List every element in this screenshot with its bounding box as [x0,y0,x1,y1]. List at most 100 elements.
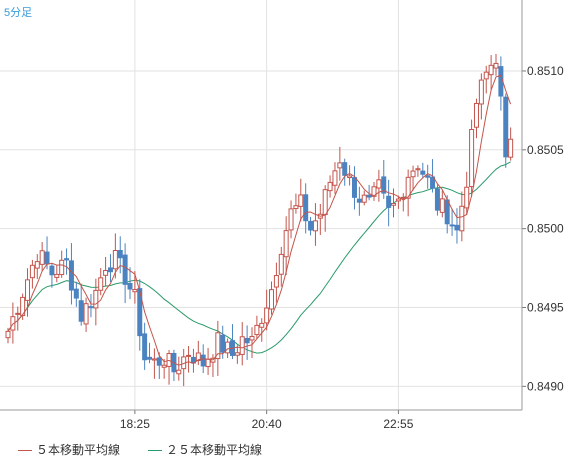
candle-body [376,179,382,189]
y-tick-label: 0.8505 [527,143,564,157]
candle-body [488,64,494,76]
candle-body [107,267,113,273]
candlestick-chart: 0.8510 0.8505 0.8500 0.8495 0.8490 18:25 20:40… [0,0,565,431]
candle-body [342,162,348,176]
candle-body [161,364,167,368]
candle-body [366,194,372,198]
candle-body [49,265,55,276]
legend-swatch-ma5 [18,450,32,451]
candle-body [283,230,289,258]
x-tick-label: 20:40 [252,417,282,431]
x-tick-label: 18:25 [120,417,150,431]
candle-body [225,341,231,354]
candle-body [415,168,421,171]
candle-body [200,354,206,367]
legend-item-ma25: ２５本移動平均線 [148,441,262,458]
ma5-layer [7,74,512,366]
candle-body [425,175,431,178]
candle-body [73,288,79,299]
candle-body [137,288,143,337]
candle-body [68,260,74,291]
candle-body [112,249,118,270]
candle-body [249,335,255,341]
candle-body [449,224,455,227]
candle-body [147,356,153,360]
candle-body [337,162,343,169]
candle-body [215,332,221,360]
candle-body [93,289,99,309]
legend-item-ma5: ５本移動平均線 [18,441,120,458]
candle-body [361,194,367,203]
candle-body [132,289,138,293]
candle-body [239,336,245,355]
candle-body [332,170,338,186]
candle-body [205,358,211,368]
candle-body [508,138,514,158]
candle-body [391,202,397,206]
candle-body [15,312,21,315]
legend-label-ma25: ２５本移動平均線 [166,443,263,457]
candle-body [444,199,450,225]
candle-body [98,277,104,291]
candle-body [5,330,11,339]
candle-body [478,79,484,105]
y-tick-label: 0.8490 [527,379,564,393]
chart-legend: ５本移動平均線 ２５本移動平均線 [0,432,574,462]
y-tick-label: 0.8510 [527,64,564,78]
candle-body [288,208,294,231]
candle-body [410,170,416,178]
candle-body [381,176,387,194]
candle-body [493,62,499,69]
candle-body [10,316,16,331]
ma25-line [7,161,511,354]
candle-body [395,198,401,202]
candle-body [439,198,445,213]
candle-body [405,176,411,199]
candle-body [308,220,314,231]
candle-body [503,96,509,158]
candle-body [59,259,65,276]
candle-body [20,296,26,316]
candle-body [356,198,362,203]
candle-body [54,273,60,278]
y-tick-label: 0.8495 [527,301,564,315]
candle-body [244,337,250,344]
candle-body [25,279,31,301]
candle-body [322,189,328,216]
timeframe-label: 5分足 [4,6,32,19]
candle-body [347,175,353,178]
candle-body [464,186,470,209]
candle-body [264,307,270,324]
candle-body [400,196,406,199]
candle-body [220,334,226,353]
candle-body [327,181,333,192]
candle-body [434,188,440,211]
candle-body [195,352,201,361]
candle-body [103,269,109,276]
candle-body [298,194,304,207]
legend-label-ma5: ５本移動平均線 [36,443,121,457]
candle-body [83,303,89,325]
axis-layer: 0.8510 0.8505 0.8500 0.8495 0.8490 18:25 20:40… [0,0,564,431]
candle-body [156,357,162,366]
candle-body [259,322,265,328]
candle-body [430,176,436,189]
candle-body [420,170,426,175]
y-tick-label: 0.8500 [527,222,564,236]
candle-body [142,333,148,361]
candle-body [29,264,35,279]
candle-body [151,358,157,361]
candle-body [278,253,284,275]
legend-swatch-ma25 [148,450,162,451]
candle-body [186,354,192,357]
candle-body [351,177,357,198]
candle-body [469,129,475,188]
candle-body [459,205,465,232]
candle-body [254,324,260,336]
candle-body [117,250,123,259]
candle-body [454,224,460,231]
candle-body [88,306,94,309]
candle-body [483,71,489,80]
candle-body [303,194,309,222]
